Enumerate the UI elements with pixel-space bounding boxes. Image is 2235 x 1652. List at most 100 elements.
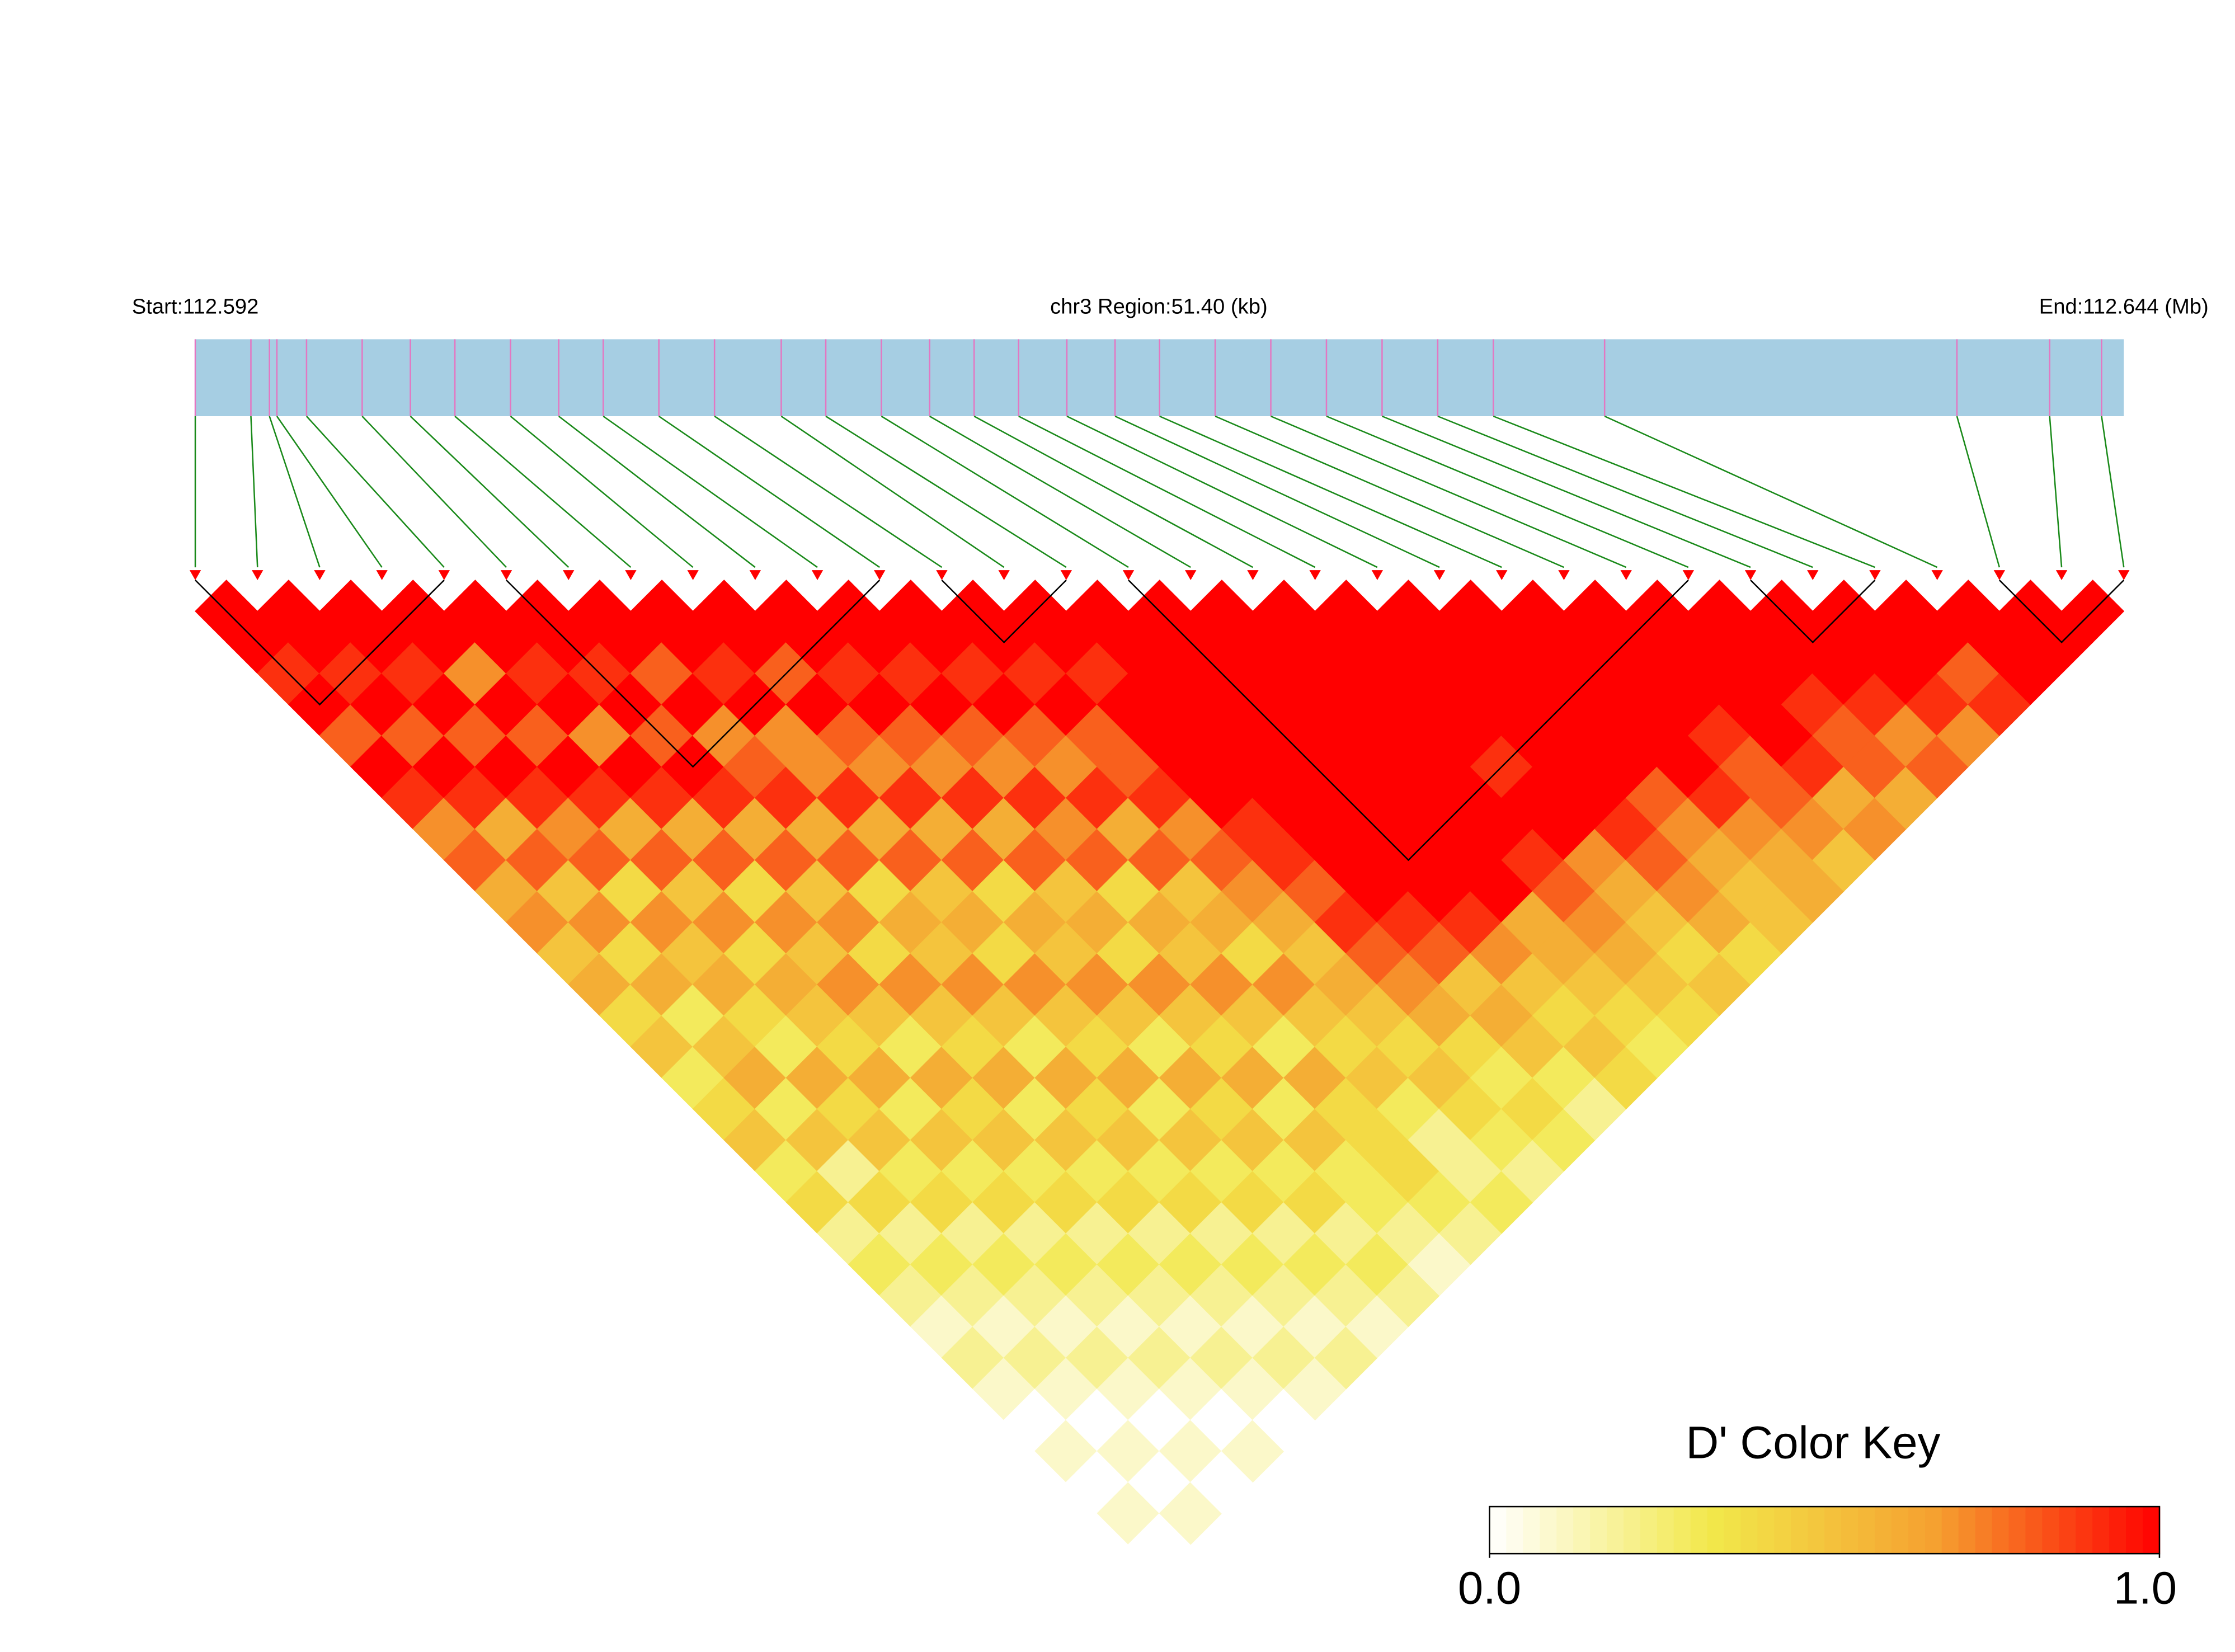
snp-connector: [250, 416, 258, 568]
snp-connector: [1159, 415, 1502, 568]
snp-marker: [625, 570, 637, 580]
snp-connector: [1215, 415, 1564, 568]
snp-marker: [811, 570, 824, 580]
snp-marker: [998, 570, 1010, 580]
snp-marker: [1744, 570, 1757, 580]
snp-marker: [1309, 570, 1321, 580]
ld-block: [195, 580, 445, 706]
color-key-swatch: [1707, 1507, 1725, 1554]
color-key-swatch: [2008, 1507, 2026, 1554]
color-key-swatch: [1975, 1507, 1993, 1554]
color-key-swatch: [2092, 1507, 2110, 1554]
snp-connector: [410, 416, 570, 568]
color-key-swatch: [1791, 1507, 1809, 1554]
ld-block: [1128, 580, 1689, 862]
color-key-swatch: [1623, 1507, 1641, 1554]
color-key-swatch: [1573, 1507, 1591, 1554]
color-key-swatch: [1841, 1507, 1859, 1554]
color-key-swatch: [2109, 1507, 2127, 1554]
snp-connector: [361, 416, 507, 568]
color-key-swatch: [1540, 1507, 1558, 1554]
end-label: End:112.644 (Mb): [2039, 295, 2209, 319]
color-key-frame: [1489, 1505, 2161, 1555]
snp-connector: [2049, 416, 2063, 568]
color-key-swatch: [2025, 1507, 2043, 1554]
color-key-swatch: [1506, 1507, 1524, 1554]
color-key-swatch: [1740, 1507, 1758, 1554]
color-key-swatch: [1925, 1507, 1943, 1554]
snp-marker: [1682, 570, 1695, 580]
snp-marker: [1993, 570, 2006, 580]
snp-marker: [936, 570, 948, 580]
snp-connector: [881, 415, 1129, 568]
snp-marker: [874, 570, 886, 580]
color-key-swatch: [1774, 1507, 1792, 1554]
color-key-swatch: [2126, 1507, 2144, 1554]
snp-marker: [1869, 570, 1881, 580]
snp-marker: [2118, 570, 2130, 580]
color-key-swatch: [2059, 1507, 2077, 1554]
snp-marker: [563, 570, 575, 580]
snp-marker: [252, 570, 264, 580]
snp-connector: [780, 415, 1005, 568]
snp-connector: [603, 415, 818, 568]
snp-marker: [1496, 570, 1508, 580]
ld-block: [941, 580, 1067, 644]
snp-connector: [454, 416, 632, 568]
snp-marker: [500, 570, 512, 580]
color-key-swatch: [1673, 1507, 1692, 1554]
color-key-swatch: [2042, 1507, 2060, 1554]
color-key-swatch: [2076, 1507, 2093, 1554]
snp-marker: [1122, 570, 1135, 580]
snp-marker: [1371, 570, 1384, 580]
snp-connector: [510, 416, 694, 568]
snp-connector: [929, 415, 1191, 568]
snp-marker: [1931, 570, 1943, 580]
color-key-swatch: [1958, 1507, 1976, 1554]
snp-connector: [1018, 415, 1316, 568]
color-key-swatch: [1941, 1507, 1959, 1554]
color-key-label: 1.0: [2114, 1562, 2177, 1613]
ld-block: [506, 580, 881, 768]
color-key-swatch: [1875, 1507, 1893, 1554]
snp-connector: [1493, 415, 1875, 568]
snp-connector: [1956, 416, 2001, 568]
region-label: chr3 Region:51.40 (kb): [1050, 295, 1268, 319]
color-key-swatch: [1891, 1507, 1909, 1554]
snp-marker: [438, 570, 450, 580]
snp-marker: [749, 570, 761, 580]
snp-connector: [1114, 415, 1440, 568]
color-key-label: 0.0: [1458, 1562, 1521, 1613]
snp-marker: [1060, 570, 1072, 580]
snp-connector: [714, 415, 943, 568]
snp-marker: [1558, 570, 1570, 580]
snp-connector: [658, 415, 880, 568]
color-key-swatch: [2143, 1507, 2161, 1554]
snp-marker: [687, 570, 699, 580]
color-key-swatch: [1489, 1507, 1507, 1554]
snp-connector: [1437, 415, 1813, 568]
color-key-swatch: [1808, 1507, 1825, 1554]
snp-marker: [1433, 570, 1446, 580]
snp-connector: [1381, 415, 1751, 568]
color-key-title: D' Color Key: [1686, 1417, 1940, 1468]
snp-connector: [2101, 416, 2125, 568]
color-key-swatch: [1523, 1507, 1541, 1554]
ld-block: [1998, 580, 2125, 644]
color-key-swatch: [1590, 1507, 1608, 1554]
snp-marker: [376, 570, 388, 580]
color-key-swatch: [1607, 1507, 1625, 1554]
snp-marker: [189, 570, 201, 580]
color-key-swatch: [1657, 1507, 1675, 1554]
color-key-swatch: [1908, 1507, 1926, 1554]
snp-connector: [825, 415, 1067, 568]
snp-connector: [1326, 415, 1689, 568]
snp-connector: [305, 416, 445, 568]
color-key-swatch: [1858, 1507, 1876, 1554]
color-key-swatch: [1640, 1507, 1658, 1554]
color-key-swatch: [1824, 1507, 1842, 1554]
start-label: Start:112.592: [132, 295, 259, 319]
color-key-swatch: [1724, 1507, 1742, 1554]
